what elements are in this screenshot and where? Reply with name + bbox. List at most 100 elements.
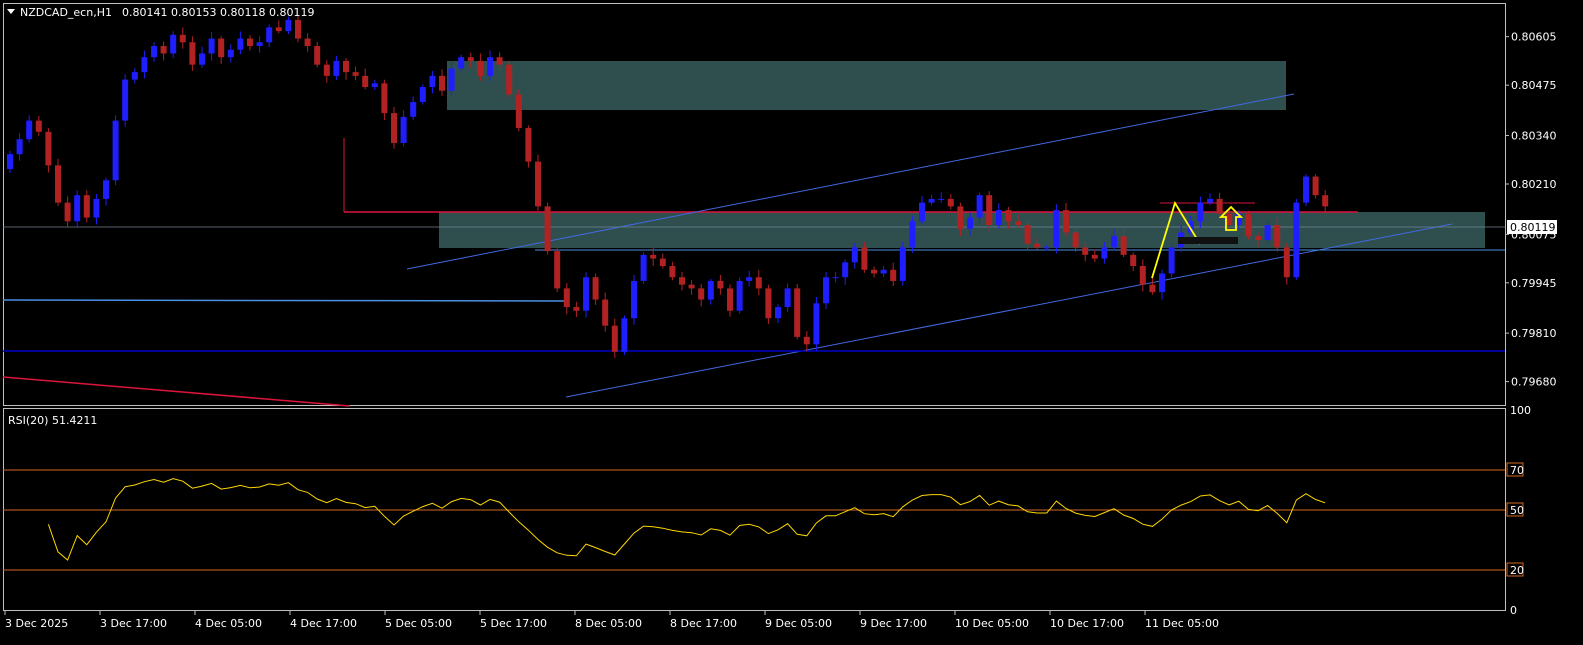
candle [1130, 252, 1137, 272]
candle-body [199, 53, 205, 65]
candle [515, 89, 522, 132]
candle-body [419, 87, 426, 102]
candle-body [976, 195, 983, 218]
candle [592, 273, 599, 305]
candle [122, 74, 129, 127]
candle [16, 133, 23, 161]
candle-body [179, 34, 186, 43]
candle-body [467, 57, 474, 61]
candle-body [1293, 202, 1300, 278]
channel-lower-line[interactable] [565, 223, 1453, 398]
candle-body [938, 198, 945, 200]
candle [871, 266, 877, 278]
zigzag-annotation[interactable] [1151, 200, 1201, 279]
candle [439, 69, 445, 96]
candle [93, 193, 100, 225]
candle [1043, 244, 1050, 251]
candle-body [515, 94, 522, 129]
up-arrow-icon[interactable] [1218, 205, 1244, 231]
candle [371, 79, 378, 90]
candle-body [506, 64, 513, 95]
supply-zone-rectangle[interactable] [447, 61, 1286, 110]
candle-body [890, 269, 897, 281]
candle [1101, 241, 1108, 264]
channel-upper-line[interactable] [406, 93, 1295, 270]
time-tick-label: 10 Dec 05:00 [955, 617, 1029, 630]
candle-body [1235, 213, 1242, 226]
candle [1053, 204, 1060, 254]
candle [1139, 259, 1146, 292]
candle-body [93, 198, 100, 218]
candle-body [1216, 198, 1223, 214]
candle [659, 253, 666, 269]
candle [189, 36, 196, 71]
candle [419, 84, 426, 105]
candle-body [1255, 236, 1261, 240]
candle [141, 50, 148, 79]
rsi-level-box [1506, 502, 1524, 517]
candle-body [1101, 247, 1108, 259]
candle-body [995, 210, 1002, 226]
candle-body [947, 198, 954, 207]
rsi-tick-label: 0 [1510, 604, 1517, 617]
candle-body [1130, 254, 1137, 267]
old-support-line[interactable] [2, 299, 568, 302]
candle-body [295, 19, 301, 39]
candle [458, 54, 465, 72]
candle [1159, 269, 1165, 300]
candle-body [573, 307, 580, 311]
candle-body [1149, 284, 1156, 293]
candle-body [650, 254, 657, 259]
candle [323, 60, 330, 83]
candle [669, 261, 676, 281]
candle [1187, 215, 1194, 236]
candle-body [535, 161, 541, 207]
candle-body [592, 277, 599, 300]
candle-body [343, 60, 349, 73]
candle [227, 44, 234, 63]
candle [275, 20, 282, 34]
candle [1197, 196, 1204, 229]
candle-body [458, 57, 465, 69]
candle [1312, 174, 1319, 199]
candle-body [967, 217, 973, 229]
candle [1303, 174, 1309, 207]
time-tick-label: 10 Dec 17:00 [1050, 617, 1124, 630]
candle [832, 271, 839, 283]
candle [429, 71, 436, 94]
candle-body [285, 19, 292, 32]
dropdown-triangle-icon[interactable] [7, 9, 15, 14]
candle-body [669, 266, 676, 278]
candle-body [112, 120, 119, 181]
price-tick-label: 0.80340 [1511, 130, 1557, 143]
time-tick-label: 11 Dec 05:00 [1145, 617, 1219, 630]
candle-body [381, 83, 388, 114]
candle [1072, 227, 1079, 252]
candle [688, 280, 695, 295]
candle [573, 301, 580, 318]
candle-body [1072, 232, 1079, 248]
candle [45, 128, 52, 173]
candle [650, 247, 657, 266]
time-tick-label: 5 Dec 17:00 [480, 617, 547, 630]
candle [842, 259, 849, 285]
candle-body [1264, 225, 1271, 240]
candle [717, 274, 724, 295]
candle-body [1303, 176, 1309, 203]
candle [640, 252, 647, 284]
candle [775, 304, 781, 324]
candle-body [525, 128, 532, 162]
candle-body [554, 251, 561, 289]
candle [208, 31, 215, 61]
candle-body [400, 116, 407, 143]
candle-body [141, 57, 148, 73]
candle-body [122, 79, 129, 121]
candle-body [707, 280, 714, 300]
descending-red-line[interactable] [2, 376, 351, 407]
rsi-tick-label: 100 [1510, 404, 1531, 417]
candle-body [1312, 176, 1319, 196]
rsi-line[interactable] [47, 478, 1326, 561]
main-pane-frame [3, 3, 1506, 406]
